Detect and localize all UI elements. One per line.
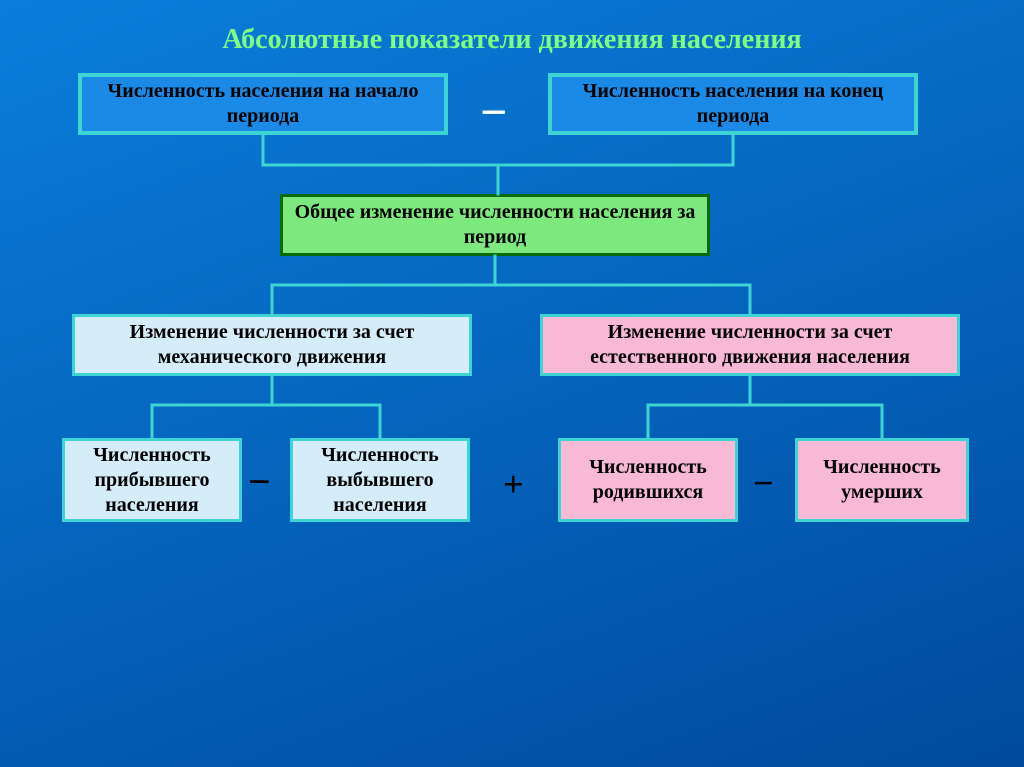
box-nat-change: Изменение численности за счет естественн…	[540, 314, 960, 376]
box-pop-end: Численность населения на конец периода	[548, 73, 918, 135]
operator-minus-left: −	[248, 458, 271, 505]
operator-minus-top: −	[480, 85, 507, 140]
operator-minus-right: −	[753, 462, 774, 504]
box-mech-change: Изменение численности за счет механическ…	[72, 314, 472, 376]
page-title: Абсолютные показатели движения населения	[0, 24, 1024, 56]
box-pop-start: Численность населения на начало периода	[78, 73, 448, 135]
operator-plus-center: +	[503, 463, 524, 505]
box-total-change: Общее изменение численности населения за…	[280, 194, 710, 256]
box-departures: Численность выбывшего населения	[290, 438, 470, 522]
box-arrivals: Численность прибывшего населения	[62, 438, 242, 522]
box-births: Численность родившихся	[558, 438, 738, 522]
box-deaths: Численность умерших	[795, 438, 969, 522]
diagram-content: Абсолютные показатели движения населения…	[0, 0, 1024, 767]
